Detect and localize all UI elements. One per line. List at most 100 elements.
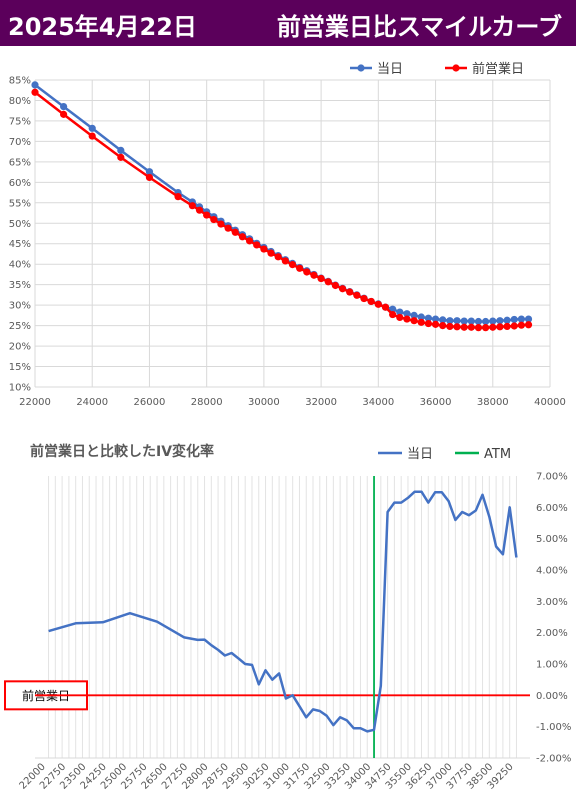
chart1-legend: 当日 前営業日 xyxy=(350,61,524,77)
data-point xyxy=(338,285,347,293)
data-point xyxy=(231,228,239,236)
series-line xyxy=(34,91,529,329)
data-point xyxy=(424,319,433,328)
x-tick-label: 36000 xyxy=(420,397,452,408)
y-tick-label: 4.00% xyxy=(536,566,568,577)
data-point xyxy=(374,300,382,308)
data-point xyxy=(117,146,125,155)
data-point xyxy=(410,317,418,325)
chart2-series xyxy=(35,476,530,758)
data-point xyxy=(489,323,497,331)
chart2-legend: 当日 ATM xyxy=(378,447,511,462)
data-point xyxy=(524,315,533,323)
x-tick-label: 30000 xyxy=(248,397,280,408)
data-point xyxy=(195,206,204,214)
series-line xyxy=(48,490,518,733)
y-tick-label: 35% xyxy=(9,280,31,291)
legend-swatch-marker xyxy=(357,64,365,72)
y-tick-label: 2.00% xyxy=(536,628,568,639)
chart1-axes: 10% 15% 20% 25% 30% 35% 40% 45% 50% 55% 60% 65% 70% 7… xyxy=(9,76,566,409)
data-point xyxy=(317,274,325,283)
data-point xyxy=(431,320,440,328)
data-point xyxy=(60,103,68,111)
data-point xyxy=(324,278,332,286)
header-title: 前営業日比スマイルカーブ xyxy=(276,13,562,41)
data-point xyxy=(439,316,447,324)
y-tick-label: 75% xyxy=(9,116,31,127)
data-point xyxy=(224,224,232,232)
data-point xyxy=(453,323,461,331)
data-point xyxy=(417,313,425,321)
smile-curve-chart: 10% 15% 20% 25% 30% 35% 40% 45% 50% 55% 60% 65% 70% 7… xyxy=(9,61,566,409)
data-point xyxy=(88,132,96,140)
data-point xyxy=(274,253,282,261)
data-point xyxy=(389,310,397,319)
y-tick-label: 7.00% xyxy=(536,472,568,483)
y-tick-label: 10% xyxy=(9,383,31,394)
y-tick-label: 45% xyxy=(9,239,31,250)
data-point xyxy=(431,315,440,323)
x-tick-label: 32000 xyxy=(305,397,337,408)
data-point xyxy=(217,220,225,228)
data-point xyxy=(281,257,289,265)
data-point xyxy=(482,324,490,332)
data-point xyxy=(474,324,483,332)
data-point xyxy=(403,310,411,318)
legend-label: 前営業日 xyxy=(472,61,524,77)
data-point xyxy=(503,316,511,324)
y-tick-label: 50% xyxy=(9,219,31,230)
y-tick-label: 85% xyxy=(9,76,31,87)
y-tick-label: -2.00% xyxy=(536,754,571,765)
y-tick-label: 55% xyxy=(9,198,31,209)
chart1-series xyxy=(31,81,533,332)
y-tick-label: 5.00% xyxy=(536,534,568,545)
data-point xyxy=(474,317,483,326)
data-point xyxy=(510,315,518,324)
data-point xyxy=(517,315,525,323)
data-point xyxy=(60,110,68,118)
x-tick-label: 26000 xyxy=(134,397,166,408)
data-point xyxy=(446,317,454,325)
header-date: 2025年4月22日 xyxy=(8,13,197,41)
data-point xyxy=(517,321,525,329)
data-point xyxy=(346,288,354,296)
chart2-gridlines xyxy=(35,476,530,759)
data-point xyxy=(260,245,268,253)
data-point xyxy=(296,264,304,272)
data-point xyxy=(88,124,96,132)
data-point xyxy=(303,268,311,276)
data-point xyxy=(482,317,490,326)
data-point xyxy=(446,322,454,331)
data-point xyxy=(360,294,368,303)
data-point xyxy=(410,311,418,319)
data-point xyxy=(467,323,475,331)
data-point xyxy=(31,81,39,89)
data-point xyxy=(145,168,154,176)
y-tick-label: 6.00% xyxy=(536,503,568,514)
data-point xyxy=(503,322,511,331)
y-tick-label: -1.00% xyxy=(536,722,571,733)
chart2-axes: 7.00% 6.00% 5.00% 4.00% 3.00% 2.00% 1.00% 0.00%… xyxy=(4,472,571,792)
y-tick-label: 20% xyxy=(9,342,31,353)
legend-label-atm: ATM xyxy=(484,447,511,462)
y-tick-label: 15% xyxy=(9,362,31,373)
data-point xyxy=(210,215,218,224)
data-point xyxy=(353,291,361,299)
x-tick-label: 38000 xyxy=(477,397,509,408)
data-point xyxy=(453,317,461,325)
data-point xyxy=(367,297,375,306)
data-point xyxy=(310,271,318,279)
x-tick-label: 28000 xyxy=(191,397,223,408)
page-header: 2025年4月22日 前営業日比スマイルカーブ xyxy=(0,0,576,46)
y-tick-label: 0.00% xyxy=(536,691,568,702)
x-tick-label: 40000 xyxy=(534,397,566,408)
legend-swatch-marker xyxy=(452,64,460,72)
y-tick-label: 3.00% xyxy=(536,597,568,608)
data-point xyxy=(439,322,447,330)
data-point xyxy=(396,308,404,316)
data-point xyxy=(510,322,518,330)
data-point xyxy=(238,233,247,241)
legend-label: 当日 xyxy=(407,447,433,462)
data-point xyxy=(117,153,125,161)
data-point xyxy=(396,313,404,322)
